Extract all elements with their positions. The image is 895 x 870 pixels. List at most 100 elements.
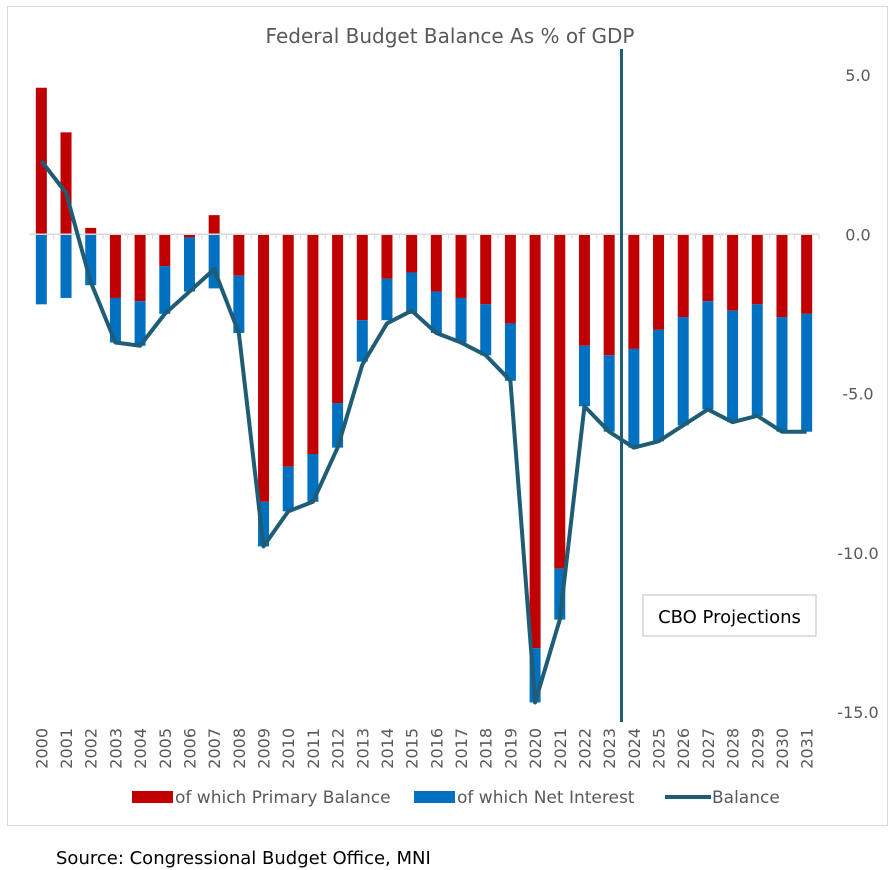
legend-swatch (414, 791, 455, 803)
legend-label: Balance (712, 788, 780, 808)
bar-primary-balance (751, 234, 763, 305)
bar-primary-balance (208, 215, 220, 235)
bar-net-interest (332, 403, 344, 448)
bar-primary-balance (134, 234, 146, 302)
x-tick-label: 2030 (773, 728, 792, 769)
bar-primary-balance (109, 234, 121, 298)
bar-primary-balance (356, 234, 368, 321)
bar-primary-balance (282, 234, 294, 467)
bar-primary-balance (455, 234, 467, 298)
x-tick-label: 2001 (57, 728, 76, 769)
x-tick-label: 2022 (575, 728, 594, 769)
bars (35, 87, 813, 703)
bar-net-interest (258, 501, 270, 547)
x-tick-label: 2028 (724, 728, 743, 769)
bar-primary-balance (60, 132, 72, 235)
chart-title: Federal Budget Balance As % of GDP (266, 24, 635, 48)
x-tick-label: 2016 (427, 728, 446, 769)
x-tick-label: 2019 (501, 728, 520, 769)
bar-primary-balance (332, 234, 344, 404)
x-tick-label: 2008 (230, 728, 249, 769)
x-tick-label: 2011 (304, 728, 323, 769)
bar-net-interest (60, 234, 72, 298)
legend: of which Primary Balance of which Net Int… (132, 788, 780, 808)
bar-primary-balance (702, 234, 714, 302)
bar-primary-balance (529, 234, 541, 649)
x-tick-label: 2027 (699, 728, 718, 769)
bar-net-interest (406, 272, 418, 314)
x-tick-label: 2017 (452, 728, 471, 769)
bar-primary-balance (381, 234, 393, 279)
bar-net-interest (578, 345, 590, 407)
bar-primary-balance (307, 234, 319, 455)
bar-net-interest (504, 323, 516, 381)
bar-primary-balance (727, 234, 739, 311)
x-tick-label: 2014 (378, 728, 397, 769)
x-tick-label: 2031 (798, 728, 817, 769)
bar-net-interest (183, 237, 195, 292)
bar-primary-balance (628, 234, 640, 349)
x-axis: 2000 2001 2002 2003 2004 2005 2006 2007 2008 2009… (32, 234, 820, 769)
x-tick-label: 2002 (82, 728, 101, 769)
bar-primary-balance (578, 234, 590, 346)
bar-primary-balance (85, 227, 97, 235)
bar-net-interest (381, 278, 393, 321)
legend-label: of which Net Interest (457, 788, 635, 808)
legend-label: of which Primary Balance (175, 788, 391, 808)
bar-primary-balance (801, 234, 813, 314)
x-tick-label: 2010 (279, 728, 298, 769)
x-tick-label: 2024 (625, 728, 644, 769)
x-tick-label: 2003 (106, 728, 125, 769)
bar-net-interest (480, 304, 492, 356)
bar-net-interest (307, 454, 319, 502)
bar-net-interest (529, 648, 541, 703)
bar-primary-balance (233, 234, 245, 276)
bar-net-interest (603, 355, 615, 432)
bar-net-interest (727, 310, 739, 423)
bar-primary-balance (776, 234, 788, 318)
x-tick-label: 2005 (156, 728, 175, 769)
projection-annotation: CBO Projections (642, 594, 817, 637)
bar-net-interest (455, 297, 467, 343)
bar-net-interest (702, 301, 714, 410)
legend-swatch (132, 791, 173, 803)
y-tick-label: 5.0 (845, 66, 870, 85)
bar-primary-balance (677, 234, 689, 318)
x-tick-label: 2021 (551, 728, 570, 769)
bar-net-interest (233, 275, 245, 333)
y-axis: 5.0 0.0 -5.0 -10.0 -15.0 (837, 66, 878, 722)
bar-net-interest (35, 234, 47, 305)
x-tick-label: 2012 (329, 728, 348, 769)
bar-primary-balance (480, 234, 492, 305)
chart-frame (7, 6, 888, 826)
bar-net-interest (208, 234, 220, 289)
x-tick-label: 2018 (477, 728, 496, 769)
bar-net-interest (653, 329, 665, 442)
bar-net-interest (677, 317, 689, 426)
x-tick-label: 2000 (32, 728, 51, 769)
bar-net-interest (356, 320, 368, 362)
bar-primary-balance (406, 234, 418, 273)
y-tick-label: -10.0 (837, 544, 878, 563)
x-tick-label: 2015 (403, 728, 422, 769)
bar-net-interest (109, 297, 121, 343)
source-note: Source: Congressional Budget Office, MNI (56, 848, 431, 869)
x-tick-label: 2026 (674, 728, 693, 769)
y-tick-label: -5.0 (842, 385, 873, 404)
bar-primary-balance (183, 234, 195, 238)
bar-net-interest (85, 234, 97, 286)
projection-label: CBO Projections (658, 607, 801, 628)
y-tick-label: 0.0 (845, 225, 870, 244)
balance-line (39, 159, 807, 705)
bar-primary-balance (653, 234, 665, 330)
bar-net-interest (751, 304, 763, 416)
bar-net-interest (628, 348, 640, 448)
x-tick-label: 2006 (180, 728, 199, 769)
x-tick-label: 2029 (748, 728, 767, 769)
bar-net-interest (554, 568, 566, 620)
x-tick-label: 2004 (131, 728, 150, 769)
x-tick-label: 2023 (600, 728, 619, 769)
y-tick-label: -15.0 (837, 703, 878, 722)
bar-primary-balance (554, 234, 566, 569)
bar-net-interest (801, 313, 813, 432)
